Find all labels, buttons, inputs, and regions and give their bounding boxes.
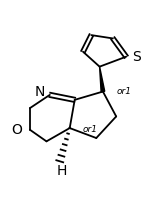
Text: or1: or1 — [116, 87, 131, 96]
Text: or1: or1 — [83, 125, 98, 134]
Text: N: N — [35, 84, 45, 99]
Text: S: S — [132, 50, 140, 64]
Text: H: H — [56, 164, 67, 178]
Text: O: O — [11, 123, 22, 137]
Polygon shape — [100, 67, 105, 92]
